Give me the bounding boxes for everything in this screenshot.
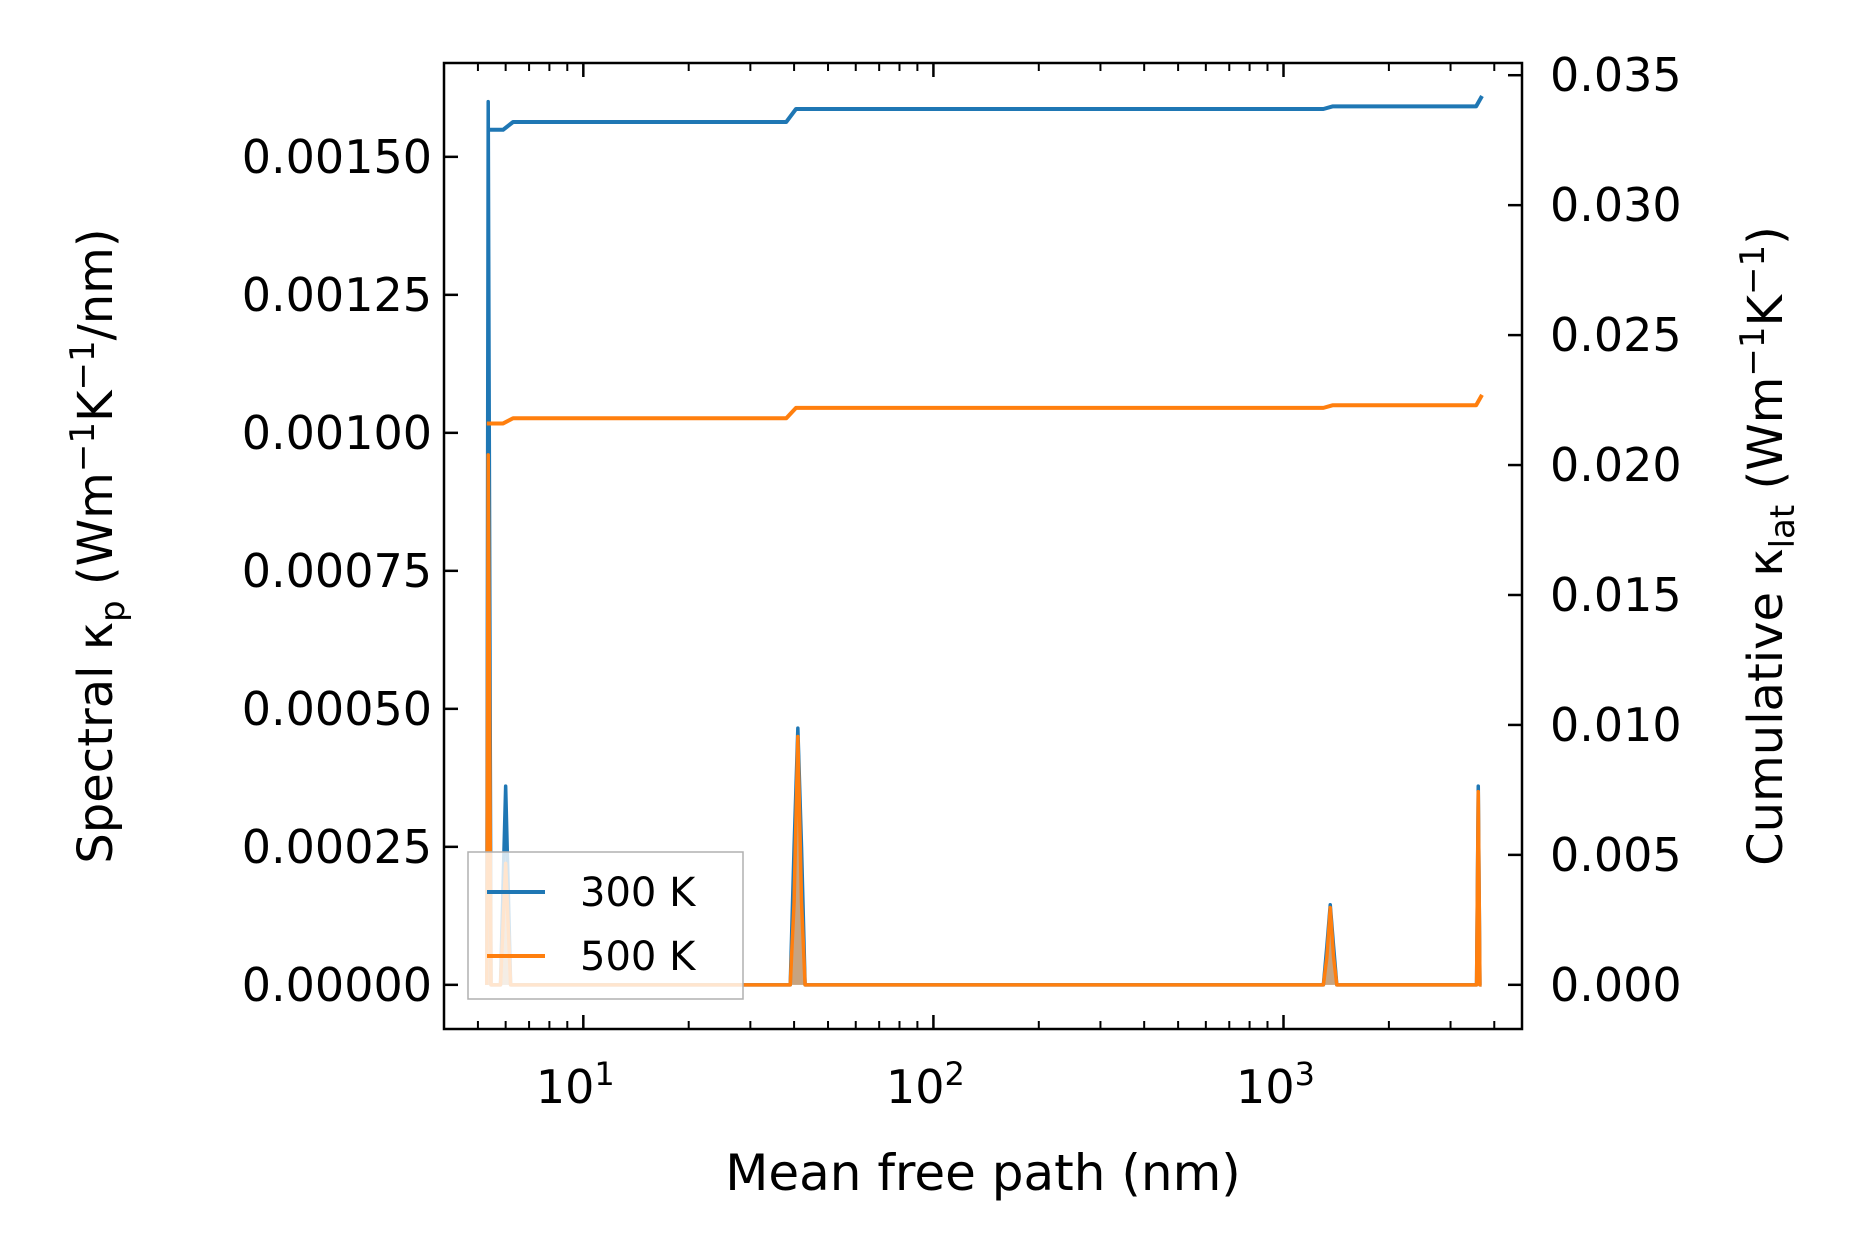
labels-layer: 101 102 103 0.00000 0.00025 0.00050 0.00075 0.0… <box>63 48 1803 1202</box>
y-right-tick-label: 0.000 <box>1550 958 1682 1012</box>
y-right-axis-label: Cumulative κlat (Wm−1K−1) <box>1733 226 1803 866</box>
y-left-tick-label: 0.00125 <box>242 268 432 322</box>
y-right-tick-label: 0.005 <box>1550 828 1682 882</box>
legend: 300 K 500 K <box>467 851 744 1000</box>
plot-frame <box>442 61 1524 1031</box>
x-axis-label: Mean free path (nm) <box>725 1144 1241 1202</box>
cumulative-line-300k <box>486 95 1484 132</box>
y-left-tick-label: 0.00025 <box>242 820 432 874</box>
x-tick-label: 102 <box>886 1055 965 1114</box>
legend-frame <box>467 851 744 1000</box>
y-left-tick-label: 0.00150 <box>242 130 432 184</box>
x-tick-label: 101 <box>536 1055 615 1114</box>
y-left-tick-label: 0.00100 <box>242 406 432 460</box>
x-tick-label: 103 <box>1236 1055 1315 1114</box>
cumulative-series-layer <box>486 95 1484 426</box>
y-right-tick-label: 0.015 <box>1550 568 1682 622</box>
y-left-tick-label: 0.00075 <box>242 544 432 598</box>
cumulative-line-500k <box>486 393 1484 426</box>
y-left-axis-label: Spectral κp (Wm−1K−1/nm) <box>63 228 133 863</box>
legend-label-500k: 500 K <box>580 934 697 980</box>
y-left-tick-label: 0.00000 <box>242 958 432 1012</box>
legend-label-300k: 300 K <box>580 870 697 916</box>
y-right-tick-label: 0.010 <box>1550 698 1682 752</box>
ticks-layer <box>444 63 1522 1029</box>
y-left-tick-label: 0.00050 <box>242 682 432 736</box>
y-right-tick-label: 0.035 <box>1550 48 1682 102</box>
y-right-tick-label: 0.020 <box>1550 438 1682 492</box>
y-right-tick-label: 0.025 <box>1550 308 1682 362</box>
y-right-tick-label: 0.030 <box>1550 178 1682 232</box>
